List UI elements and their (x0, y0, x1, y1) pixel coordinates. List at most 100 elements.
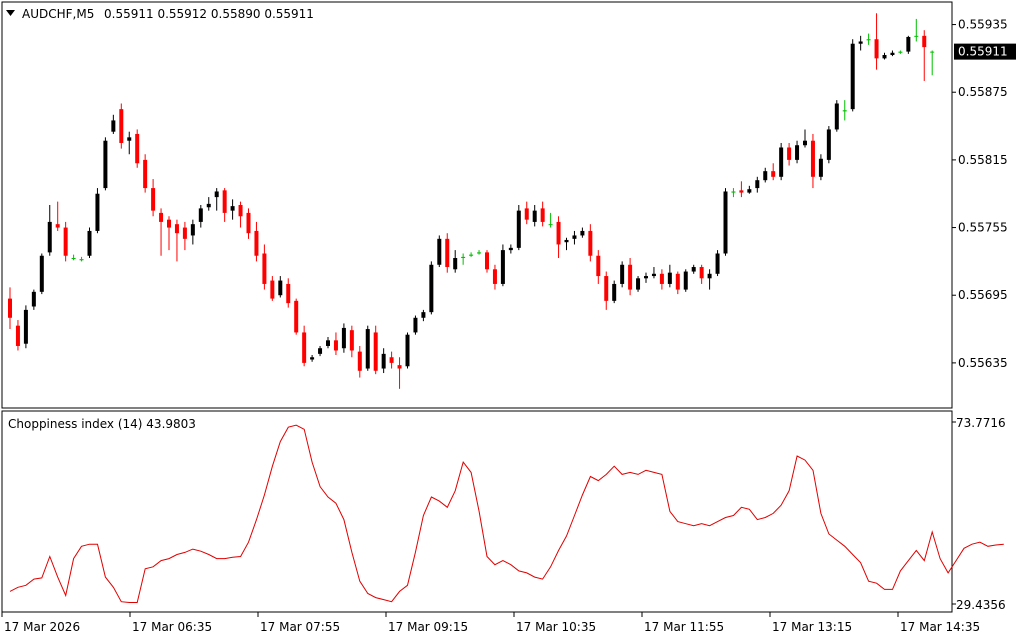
candle (135, 129, 140, 168)
candle-body (445, 238, 450, 268)
candle (159, 208, 164, 256)
candle (95, 188, 100, 234)
candle (492, 264, 497, 290)
time-tick-label: 17 Mar 14:35 (900, 620, 980, 634)
price-tick-label: 0.55875 (958, 85, 1008, 99)
candle (357, 345, 362, 378)
candle (373, 325, 378, 375)
candle (349, 325, 354, 358)
candle (826, 126, 831, 164)
candle (39, 253, 44, 295)
candle (437, 235, 442, 268)
candle (47, 205, 52, 256)
candle (429, 261, 434, 315)
candle (890, 50, 895, 57)
candle (206, 197, 211, 211)
candle (198, 205, 203, 228)
candle-body (373, 332, 378, 371)
candle-body (683, 271, 688, 290)
candle (421, 309, 426, 322)
time-tick-label: 17 Mar 11:55 (644, 620, 724, 634)
candle (222, 188, 227, 222)
candle (779, 142, 784, 181)
candle (699, 264, 704, 284)
candle-body (326, 340, 330, 346)
candle (397, 357, 402, 389)
candle-body (15, 325, 20, 346)
candle (302, 325, 307, 367)
candle (246, 208, 251, 239)
candle (636, 276, 641, 292)
candle (453, 250, 458, 273)
candle-body (477, 252, 482, 254)
candle-body (182, 227, 187, 239)
candle-body (8, 298, 12, 318)
candle-body (222, 190, 227, 213)
time-tick-label: 17 Mar 13:15 (772, 620, 852, 634)
candle (31, 289, 36, 310)
candle (834, 100, 839, 132)
candle (500, 244, 505, 287)
candle-body (71, 258, 76, 260)
candle-body (675, 273, 680, 290)
candle-body (795, 145, 800, 160)
candle-body (763, 171, 768, 181)
candle (79, 256, 84, 262)
candle-body (826, 129, 831, 160)
price-tick-label: 0.55635 (958, 356, 1008, 370)
candle-body (588, 230, 593, 256)
candle (127, 131, 132, 155)
candle-body (31, 291, 36, 307)
candle (270, 276, 275, 301)
candle (71, 254, 76, 261)
candle (55, 201, 60, 231)
candle-body (143, 159, 148, 189)
candle (850, 39, 855, 112)
candle-body (556, 221, 561, 245)
candle-body (898, 51, 903, 53)
candle (389, 351, 394, 369)
candle (930, 50, 935, 76)
candle (103, 137, 108, 191)
candle-body (302, 332, 307, 363)
candle (262, 244, 267, 290)
candle-body (810, 140, 815, 177)
candle-body (787, 147, 792, 160)
price-tick-label: 0.55935 (958, 18, 1008, 32)
candle-body (659, 273, 664, 284)
indicator-title: Choppiness index (14) 43.9803 (8, 417, 196, 431)
candle-body (294, 300, 299, 333)
candle (580, 227, 585, 238)
candle (556, 216, 561, 259)
candle-body (636, 278, 641, 290)
time-tick-label: 17 Mar 07:55 (260, 620, 340, 634)
candle (238, 201, 243, 228)
candle (8, 287, 12, 330)
candle-body (508, 247, 513, 251)
candle-body (95, 193, 100, 231)
time-tick-label: 17 Mar 09:15 (388, 620, 468, 634)
candle-body (803, 140, 807, 146)
candle (747, 185, 752, 194)
candle (564, 237, 569, 251)
candle (174, 219, 179, 262)
candle-body (397, 365, 402, 369)
price-tick-label: 0.55695 (958, 288, 1008, 302)
candle-body (103, 140, 108, 189)
symbol-title: AUDCHF,M5 (22, 7, 94, 21)
candle (381, 348, 386, 374)
price-axis: 0.55935 0.55875 0.55815 0.55755 0.55695 0.556… (952, 18, 1008, 370)
candle (286, 278, 291, 308)
candle (318, 345, 323, 357)
candle-body (111, 120, 116, 132)
candle-body (278, 280, 283, 296)
candle (906, 35, 911, 54)
candle (119, 103, 124, 149)
candle-body (119, 109, 124, 143)
candle (508, 244, 513, 254)
candle (23, 305, 28, 349)
candle-body (548, 224, 553, 226)
candle (691, 264, 696, 274)
symbol-dropdown-icon[interactable] (6, 10, 15, 16)
candle (111, 114, 116, 134)
